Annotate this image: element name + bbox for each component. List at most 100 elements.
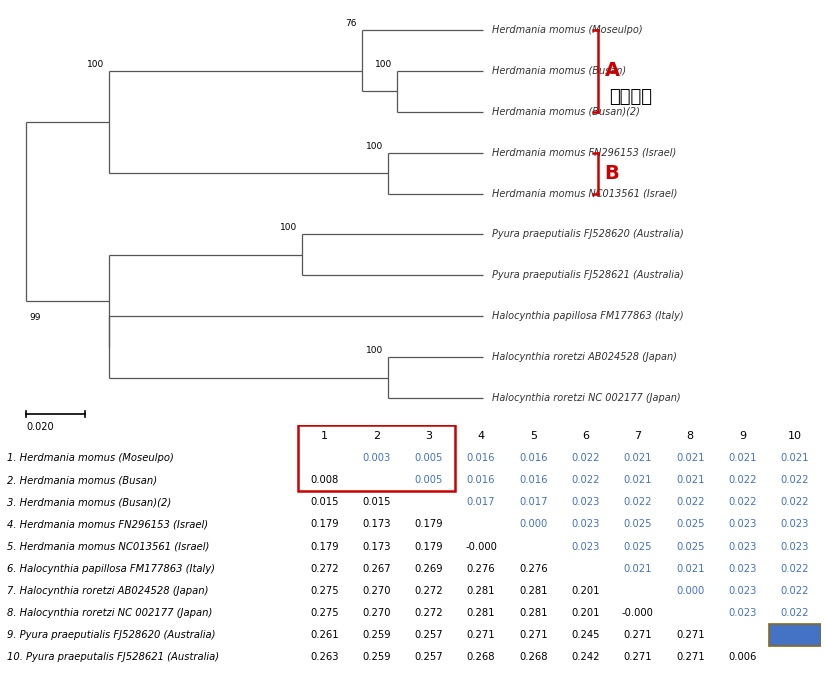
Text: 0.179: 0.179 — [414, 542, 443, 551]
Text: 0.021: 0.021 — [676, 453, 705, 463]
Text: 0.281: 0.281 — [519, 608, 548, 618]
Text: 0.022: 0.022 — [676, 497, 705, 507]
Text: 10: 10 — [788, 431, 802, 441]
Text: 5. Herdmania momus NC013561 (Israel): 5. Herdmania momus NC013561 (Israel) — [7, 542, 209, 551]
Text: 76: 76 — [346, 19, 357, 28]
Text: 0.000: 0.000 — [519, 519, 548, 530]
Text: 0.003: 0.003 — [362, 453, 391, 463]
Text: 0.016: 0.016 — [467, 453, 495, 463]
Text: 0.272: 0.272 — [414, 608, 443, 618]
Text: 0.268: 0.268 — [467, 652, 495, 662]
Text: 0.023: 0.023 — [728, 608, 757, 618]
Text: 7: 7 — [634, 431, 642, 441]
Text: 0.022: 0.022 — [728, 475, 757, 485]
Text: 0.023: 0.023 — [728, 564, 757, 574]
Text: 0.281: 0.281 — [467, 608, 495, 618]
Text: 0.021: 0.021 — [780, 453, 809, 463]
Text: 0.022: 0.022 — [624, 497, 653, 507]
Text: 0.179: 0.179 — [310, 542, 338, 551]
Text: 0.271: 0.271 — [519, 630, 548, 640]
Text: 0.173: 0.173 — [362, 519, 391, 530]
Text: 0.257: 0.257 — [414, 630, 443, 640]
Text: 3. Herdmania momus (Busan)(2): 3. Herdmania momus (Busan)(2) — [7, 497, 171, 507]
Text: 0.179: 0.179 — [310, 519, 338, 530]
Text: 0.281: 0.281 — [467, 585, 495, 596]
Text: 0.025: 0.025 — [624, 519, 653, 530]
Text: 0.173: 0.173 — [362, 542, 391, 551]
Text: 0.270: 0.270 — [362, 608, 391, 618]
Text: 0.270: 0.270 — [362, 585, 391, 596]
Text: 0.023: 0.023 — [572, 519, 600, 530]
Text: 0.263: 0.263 — [310, 652, 338, 662]
Text: 0.016: 0.016 — [519, 453, 548, 463]
Text: 4. Herdmania momus FN296153 (Israel): 4. Herdmania momus FN296153 (Israel) — [7, 519, 208, 530]
Text: 0.021: 0.021 — [624, 564, 653, 574]
Text: Herdmania momus (Busan): Herdmania momus (Busan) — [493, 66, 626, 76]
Text: 0.021: 0.021 — [728, 453, 757, 463]
Text: 0.025: 0.025 — [676, 542, 705, 551]
Text: 0.020: 0.020 — [26, 422, 54, 432]
Text: 0.025: 0.025 — [676, 519, 705, 530]
Text: 분홍멍게: 분홍멍게 — [609, 88, 652, 106]
Text: 0.022: 0.022 — [780, 475, 809, 485]
Text: 0.005: 0.005 — [415, 453, 443, 463]
Text: 0.272: 0.272 — [310, 564, 338, 574]
Text: 0.245: 0.245 — [572, 630, 600, 640]
Text: 0.000: 0.000 — [676, 585, 705, 596]
Text: 3: 3 — [426, 431, 432, 441]
Text: 0.015: 0.015 — [362, 497, 391, 507]
Text: -0.000: -0.000 — [622, 608, 654, 618]
Text: 6: 6 — [582, 431, 589, 441]
Text: 0.242: 0.242 — [572, 652, 600, 662]
Text: 6. Halocynthia papillosa FM177863 (Italy): 6. Halocynthia papillosa FM177863 (Italy… — [7, 564, 214, 574]
Text: 0.272: 0.272 — [414, 585, 443, 596]
Text: 9: 9 — [739, 431, 746, 441]
Text: 0.006: 0.006 — [728, 652, 757, 662]
Text: 0.022: 0.022 — [572, 453, 600, 463]
Text: 10. Pyura praeputalis FJ528621 (Australia): 10. Pyura praeputalis FJ528621 (Australi… — [7, 652, 219, 662]
Text: 0.269: 0.269 — [414, 564, 443, 574]
Text: 0.021: 0.021 — [676, 564, 705, 574]
Text: 0.021: 0.021 — [624, 453, 653, 463]
Text: 100: 100 — [375, 60, 393, 69]
Text: B: B — [605, 164, 620, 183]
Text: 0.025: 0.025 — [624, 542, 653, 551]
Text: 0.276: 0.276 — [519, 564, 548, 574]
Text: Halocynthia roretzi AB024528 (Japan): Halocynthia roretzi AB024528 (Japan) — [493, 352, 677, 362]
Text: 0.022: 0.022 — [572, 475, 600, 485]
Text: 0.281: 0.281 — [519, 585, 548, 596]
Text: 0.179: 0.179 — [414, 519, 443, 530]
Text: Halocynthia papillosa FM177863 (Italy): Halocynthia papillosa FM177863 (Italy) — [493, 312, 684, 321]
Text: 0.023: 0.023 — [728, 519, 757, 530]
Text: 0.005: 0.005 — [415, 475, 443, 485]
Text: 0.201: 0.201 — [572, 585, 600, 596]
Text: 0.259: 0.259 — [362, 630, 391, 640]
Text: 99: 99 — [29, 313, 40, 322]
Text: 8. Halocynthia roretzi NC 002177 (Japan): 8. Halocynthia roretzi NC 002177 (Japan) — [7, 608, 212, 618]
Text: 0.275: 0.275 — [310, 585, 338, 596]
Text: 0.022: 0.022 — [728, 497, 757, 507]
Text: Herdmania momus FN296153 (Israel): Herdmania momus FN296153 (Israel) — [493, 148, 676, 158]
Text: 2: 2 — [373, 431, 380, 441]
Text: 0.022: 0.022 — [780, 564, 809, 574]
Text: 0.023: 0.023 — [572, 497, 600, 507]
Text: 0.022: 0.022 — [780, 608, 809, 618]
Text: 0.267: 0.267 — [362, 564, 391, 574]
Text: 0.016: 0.016 — [519, 475, 548, 485]
Text: 100: 100 — [280, 224, 298, 233]
Text: Herdmania momus NC013561 (Israel): Herdmania momus NC013561 (Israel) — [493, 189, 677, 199]
Text: 0.271: 0.271 — [676, 652, 705, 662]
Text: 1: 1 — [321, 431, 328, 441]
Bar — [769, 624, 821, 646]
Text: Pyura praeputialis FJ528620 (Australia): Pyura praeputialis FJ528620 (Australia) — [493, 229, 684, 240]
Text: 0.022: 0.022 — [780, 585, 809, 596]
Text: 0.268: 0.268 — [519, 652, 548, 662]
Text: 0.017: 0.017 — [467, 497, 495, 507]
Text: 0.271: 0.271 — [467, 630, 496, 640]
Text: 100: 100 — [87, 60, 105, 69]
Text: 0.271: 0.271 — [676, 630, 705, 640]
Text: 0.201: 0.201 — [572, 608, 600, 618]
Text: Herdmania momus (Busan)(2): Herdmania momus (Busan)(2) — [493, 107, 640, 117]
Text: 0.022: 0.022 — [780, 497, 809, 507]
Text: 0.023: 0.023 — [780, 542, 809, 551]
